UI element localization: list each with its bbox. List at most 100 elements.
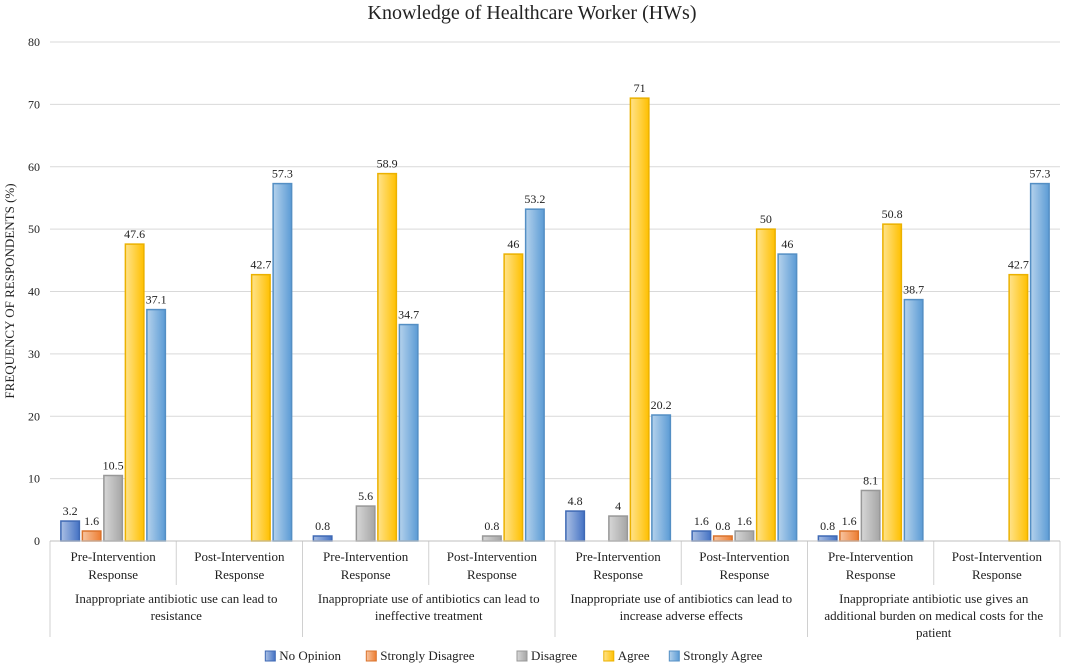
x-group-label: additional burden on medical costs for t… xyxy=(824,608,1043,623)
bar-agree xyxy=(377,172,398,542)
bar-strongly-disagree xyxy=(839,530,860,542)
x-subgroup-label: Response xyxy=(846,567,896,582)
gridlines xyxy=(50,41,1060,542)
x-group-label: Inappropriate use of antibiotics can lea… xyxy=(318,591,540,606)
x-axis: Pre-Intervention Response Post-Interventio… xyxy=(49,540,1061,640)
y-tick-label: 30 xyxy=(28,347,40,361)
x-group-label: ineffective treatment xyxy=(375,608,483,623)
x-subgroup-label: Response xyxy=(88,567,138,582)
bar-agree xyxy=(503,253,524,542)
x-subgroup-label: Response xyxy=(341,567,391,582)
bars xyxy=(60,97,1050,542)
bar-disagree xyxy=(860,489,881,542)
x-group-label: Inappropriate use of antibiotics can lea… xyxy=(570,591,792,606)
x-subgroup-label: Response xyxy=(467,567,517,582)
x-group-label: Inappropriate antibiotic use gives an xyxy=(839,591,1029,606)
data-labels: 3.2 1.6 10.5 47.6 37.1 42.7 57.3 0.8 5.6 58.9 34.7… xyxy=(63,81,1051,533)
y-tick-label: 80 xyxy=(28,35,40,49)
data-label: 53.2 xyxy=(524,192,545,206)
data-label: 38.7 xyxy=(903,283,924,297)
x-subgroup-label: Pre-Intervention xyxy=(828,549,914,564)
data-label: 1.6 xyxy=(842,514,857,528)
bar-no-opinion xyxy=(60,520,81,542)
bar-agree xyxy=(629,97,650,542)
data-label: 0.8 xyxy=(484,519,499,533)
legend-label: Strongly Disagree xyxy=(380,648,474,663)
bar-no-opinion xyxy=(817,535,838,542)
bar-disagree xyxy=(355,505,376,542)
bar-agree xyxy=(250,273,271,542)
legend-label: Strongly Agree xyxy=(683,648,762,663)
legend-swatch xyxy=(264,650,276,662)
data-label: 1.6 xyxy=(737,514,752,528)
legend-label: No Opinion xyxy=(279,648,341,663)
data-label: 37.1 xyxy=(146,293,167,307)
data-label: 42.7 xyxy=(250,258,271,272)
y-axis-ticks: 0 10 20 30 40 50 60 70 80 xyxy=(28,35,40,548)
bar-strongly-disagree xyxy=(81,530,102,542)
x-group-label: resistance xyxy=(151,608,202,623)
bar-strongly-agree xyxy=(524,208,545,542)
data-label: 3.2 xyxy=(63,504,78,518)
y-tick-label: 10 xyxy=(28,472,40,486)
bar-no-opinion xyxy=(691,530,712,542)
data-label: 57.3 xyxy=(1029,167,1050,181)
data-label: 0.8 xyxy=(715,519,730,533)
data-label: 47.6 xyxy=(124,227,145,241)
bar-strongly-agree xyxy=(1029,182,1050,542)
bar-strongly-agree xyxy=(651,414,672,542)
x-subgroup-label: Post-Intervention xyxy=(194,549,285,564)
data-label: 10.5 xyxy=(103,459,124,473)
legend-swatch xyxy=(365,650,377,662)
data-label: 42.7 xyxy=(1008,258,1029,272)
data-label: 0.8 xyxy=(315,519,330,533)
x-subgroup-label: Response xyxy=(719,567,769,582)
data-label: 4 xyxy=(615,499,621,513)
bar-strongly-agree xyxy=(777,253,798,542)
y-tick-label: 40 xyxy=(28,285,40,299)
chart-title: Knowledge of Healthcare Worker (HWs) xyxy=(368,2,697,24)
legend-swatch xyxy=(603,650,615,662)
x-subgroup-label: Response xyxy=(214,567,264,582)
x-group-label: patient xyxy=(916,625,952,640)
data-label: 4.8 xyxy=(568,494,583,508)
legend-swatch xyxy=(668,650,680,662)
x-group-label: Inappropriate antibiotic use can lead to xyxy=(75,591,278,606)
bar-agree xyxy=(755,228,776,542)
bar-no-opinion xyxy=(312,535,333,542)
data-label: 46 xyxy=(507,237,519,251)
x-subgroup-label: Post-Intervention xyxy=(952,549,1043,564)
y-tick-label: 0 xyxy=(34,534,40,548)
bar-agree xyxy=(1008,273,1029,542)
bar-agree xyxy=(882,223,903,542)
data-label: 58.9 xyxy=(377,157,398,171)
data-label: 1.6 xyxy=(694,514,709,528)
y-tick-label: 50 xyxy=(28,222,40,236)
data-label: 57.3 xyxy=(272,167,293,181)
x-subgroup-label: Response xyxy=(593,567,643,582)
data-label: 1.6 xyxy=(84,514,99,528)
data-label: 71 xyxy=(634,81,646,95)
x-subgroup-label: Post-Intervention xyxy=(699,549,790,564)
x-subgroup-label: Pre-Intervention xyxy=(323,549,409,564)
x-group-label: increase adverse effects xyxy=(620,608,743,623)
y-tick-label: 60 xyxy=(28,160,40,174)
bar-disagree xyxy=(608,515,629,542)
data-label: 46 xyxy=(781,237,793,251)
bar-disagree xyxy=(103,474,124,542)
data-label: 0.8 xyxy=(820,519,835,533)
bar-strongly-agree xyxy=(146,308,167,542)
bar-agree xyxy=(124,243,145,542)
bar-disagree xyxy=(734,530,755,542)
bar-strongly-agree xyxy=(903,298,924,542)
bar-strongly-agree xyxy=(398,323,419,542)
legend-swatch xyxy=(516,650,528,662)
data-label: 34.7 xyxy=(398,308,419,322)
legend-label: Agree xyxy=(618,648,650,663)
x-subgroup-label: Pre-Intervention xyxy=(576,549,662,564)
bar-strongly-disagree xyxy=(712,535,733,542)
data-label: 8.1 xyxy=(863,473,878,487)
bar-strongly-agree xyxy=(272,182,293,542)
legend: No Opinion Strongly Disagree Disagree Agree… xyxy=(264,648,763,663)
